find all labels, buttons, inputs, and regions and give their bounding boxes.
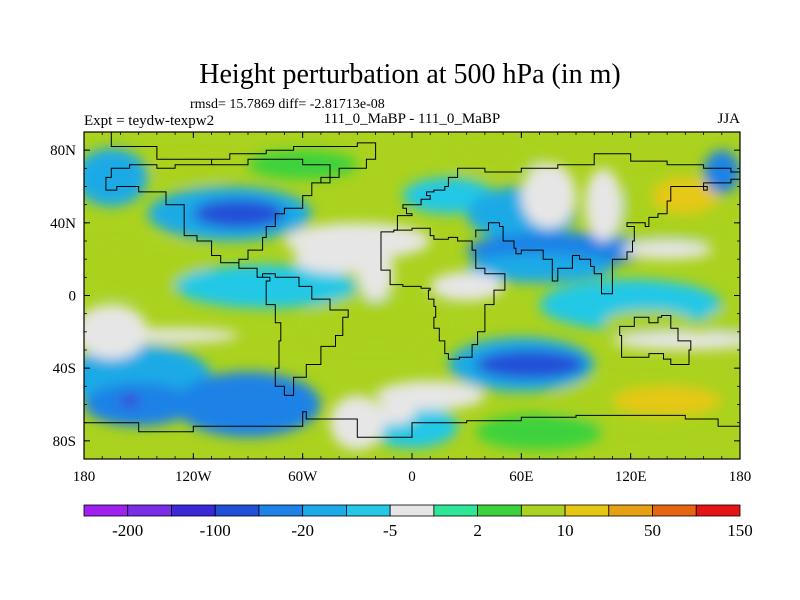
colorbar-swatch-13 [652, 504, 697, 517]
contour-blob-5 [193, 199, 285, 229]
white-band-10 [621, 241, 713, 260]
colorbar-swatch-11 [564, 504, 610, 517]
white-band-0 [84, 304, 148, 360]
white-band-1 [111, 328, 239, 343]
x-tick-label-3: 0 [408, 469, 416, 485]
land-outline-5 [84, 411, 740, 438]
contour-blob-21 [475, 350, 586, 380]
map-plot-area [84, 132, 740, 459]
y-tick-label-1: 40N [50, 216, 76, 232]
contour-blob-23 [84, 382, 194, 427]
contour-blob-10 [448, 144, 540, 174]
contour-blob-27 [612, 386, 722, 416]
land-outline-0 [105, 132, 377, 396]
colorbar-swatch-12 [608, 504, 653, 517]
colorbar-swatch-14 [695, 504, 741, 517]
land-outline-4 [619, 315, 692, 365]
x-tick-label-2: 60W [288, 469, 318, 485]
white-band-4 [430, 271, 504, 301]
colorbar-swatch-6 [345, 504, 391, 517]
contour-blob-25 [175, 371, 321, 438]
y-tick-label-2: 0 [69, 289, 77, 305]
x-tick-label-5: 120E [615, 469, 647, 485]
white-band-7 [612, 331, 740, 350]
land-outlines [84, 132, 740, 438]
contour-blob-28 [475, 413, 604, 450]
colorbar-swatch-4 [258, 504, 304, 517]
colorbar-label-6: 50 [644, 521, 661, 540]
stats-label: rmsd= 15.7869 diff= -2.81713e-08 [190, 97, 385, 112]
colorbar-swatch-3 [214, 504, 260, 517]
center-label: 111_0_MaBP - 111_0_MaBP [324, 111, 500, 127]
contour-blob-19 [302, 295, 449, 350]
x-tick-label-0: 180 [73, 469, 96, 485]
colorbar-label-1: -100 [200, 521, 231, 540]
colorbar-label-7: 150 [727, 521, 753, 540]
y-tick-label-0: 80N [50, 143, 76, 159]
colorbar-swatch-9 [477, 504, 522, 517]
colorbar-swatch-2 [171, 504, 216, 517]
contour-fields [84, 144, 740, 450]
right-label: JJA [717, 111, 740, 127]
land-outline-1 [393, 153, 740, 231]
x-tick-label-6: 180 [729, 469, 752, 485]
y-tick-label-3: 40S [53, 361, 76, 377]
contour-blob-13 [466, 253, 613, 283]
x-tick-label-1: 120W [175, 469, 213, 485]
colorbar-label-4: 2 [473, 521, 482, 540]
colorbar-swatch-5 [302, 504, 347, 517]
colorbar-label-2: -20 [291, 521, 314, 540]
colorbar: -200 -100 -20 -5 2 10 50 150 [83, 504, 753, 540]
x-tick-label-4: 60E [509, 469, 533, 485]
colorbar-label-5: 10 [557, 521, 574, 540]
contour-blob-1 [84, 148, 148, 207]
land-outline-3 [475, 175, 740, 295]
colorbar-swatch-10 [520, 504, 566, 517]
colorbar-label-0: -200 [112, 521, 143, 540]
chart-title: Height perturbation at 500 hPa (in m) [199, 59, 620, 90]
left-label: Expt = teydw-texpw2 [84, 113, 214, 129]
contour-blob-24 [120, 395, 139, 407]
white-band-3 [357, 246, 394, 301]
colorbar-label-3: -5 [383, 521, 397, 540]
land-outline-2 [380, 227, 506, 360]
colorbar-swatch-8 [433, 504, 479, 517]
white-band-8 [375, 380, 485, 410]
colorbar-swatch-0 [83, 504, 129, 517]
colorbar-swatch-7 [389, 504, 435, 517]
contour-blob-2 [153, 153, 234, 183]
y-tick-label-4: 80S [53, 434, 76, 450]
map-axes: 180 120W 60W 0 60E 120E 180 80N 40N 0 40S 80S [50, 131, 752, 485]
white-band-5 [521, 162, 577, 229]
colorbar-swatch-1 [127, 504, 172, 517]
contour-blob-31 [703, 308, 740, 338]
white-band-6 [585, 168, 622, 241]
